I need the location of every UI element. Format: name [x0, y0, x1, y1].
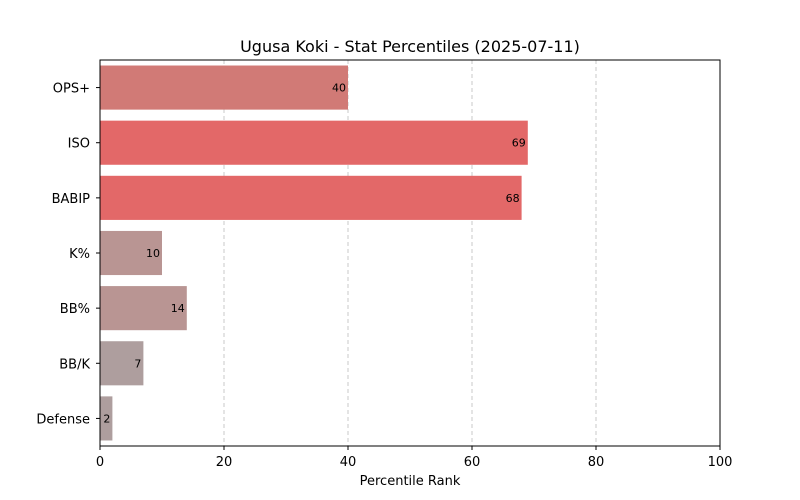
bar — [100, 230, 162, 276]
x-ticks: 0 20 40 60 80 100 — [96, 446, 733, 470]
data-label: 14 — [171, 302, 185, 315]
data-label: 40 — [332, 82, 346, 95]
x-tick-label: 60 — [464, 455, 481, 470]
data-label: 2 — [103, 412, 110, 425]
x-tick-label: 100 — [708, 455, 733, 470]
x-tick-label: 20 — [216, 455, 233, 470]
x-tick-label: 0 — [96, 455, 104, 470]
chart-title: Ugusa Koki - Stat Percentiles (2025-07-1… — [240, 37, 580, 56]
bar — [100, 175, 522, 220]
data-label: 69 — [512, 137, 526, 150]
y-tick-label: BB/K — [59, 357, 90, 372]
y-tick-label: OPS+ — [53, 82, 90, 97]
data-label: 68 — [506, 192, 520, 205]
y-tick-label: BB% — [60, 302, 90, 317]
bar — [100, 65, 348, 110]
y-tick-label: ISO — [68, 137, 90, 152]
bar — [100, 396, 113, 441]
plot-frame — [99, 59, 721, 447]
bar — [100, 286, 187, 331]
y-tick-label: Defense — [36, 412, 90, 427]
y-tick-label: K% — [69, 247, 90, 262]
y-tick-label: BABIP — [52, 192, 91, 207]
bar — [100, 341, 144, 386]
bars: 40 69 68 10 14 7 2 — [100, 65, 528, 441]
x-tick-label: 80 — [588, 455, 605, 470]
bar — [100, 120, 528, 165]
y-tick-labels: OPS+ ISO BABIP K% BB% BB/K Defense — [36, 82, 100, 427]
gridlines — [223, 60, 597, 446]
data-label: 10 — [146, 247, 160, 260]
data-label: 7 — [134, 357, 141, 370]
x-axis-label: Percentile Rank — [360, 474, 461, 489]
x-tick-label: 40 — [340, 455, 357, 470]
